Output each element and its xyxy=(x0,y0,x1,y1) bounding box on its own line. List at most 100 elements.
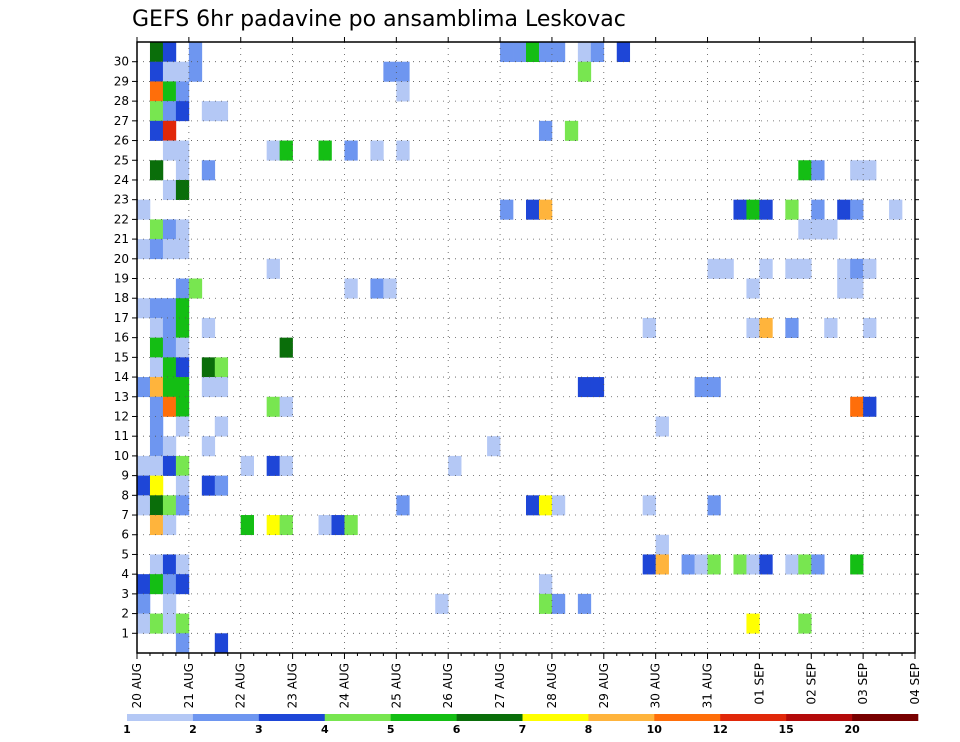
heatmap-cell xyxy=(175,239,190,260)
heatmap-cell xyxy=(149,554,164,575)
heatmap-cell xyxy=(162,396,177,417)
heatmap-cell xyxy=(266,515,280,536)
x-axis-labels: 20 AUG 21 AUG 22 AUG 23 AUG 24 AUG 25 AUG 26 A… xyxy=(130,663,922,708)
heatmap-cell xyxy=(162,515,177,536)
heatmap-cell xyxy=(396,495,410,516)
heatmap-cell xyxy=(175,61,190,82)
heatmap-cell xyxy=(526,495,540,516)
heatmap-cell xyxy=(175,475,190,496)
heatmap-cell xyxy=(279,515,293,536)
legend-swatch xyxy=(456,714,523,721)
heatmap-cell xyxy=(266,140,280,161)
heatmap-cell xyxy=(279,337,293,358)
heatmap-cell xyxy=(850,199,864,220)
heatmap-cell xyxy=(435,593,449,614)
y-tick-label: 18 xyxy=(114,291,129,305)
heatmap-cell xyxy=(175,81,190,102)
y-tick-label: 16 xyxy=(114,331,129,345)
heatmap-cell xyxy=(137,239,151,260)
heatmap-cell xyxy=(655,534,669,555)
heatmap-cell xyxy=(162,554,177,575)
heatmap-cell xyxy=(188,61,203,82)
heatmap-cell xyxy=(577,377,592,398)
heatmap-cell xyxy=(850,396,864,417)
x-tick-label: 20 AUG xyxy=(130,663,144,708)
heatmap-cell xyxy=(694,377,708,398)
y-tick-label: 14 xyxy=(114,370,129,384)
legend-swatch xyxy=(786,714,853,721)
y-tick-label: 5 xyxy=(121,548,129,562)
heatmap-cell xyxy=(162,357,177,378)
heatmap-cell xyxy=(201,317,216,338)
legend-label: 15 xyxy=(779,723,794,736)
heatmap-cell xyxy=(149,61,164,82)
heatmap-cell xyxy=(201,357,216,378)
heatmap-cell xyxy=(162,337,177,358)
heatmap-cell xyxy=(162,179,177,200)
heatmap-cell xyxy=(538,42,553,63)
heatmap-cell xyxy=(149,160,164,181)
heatmap-cell xyxy=(850,554,864,575)
heatmap-cell xyxy=(162,613,177,634)
heatmap-cell xyxy=(266,455,280,476)
heatmap-cell xyxy=(616,42,631,63)
heatmap-cell xyxy=(137,377,151,398)
y-tick-label: 8 xyxy=(121,488,129,502)
heatmap-cell xyxy=(759,258,773,279)
heatmap-cell xyxy=(798,258,812,279)
heatmap-cell xyxy=(538,593,553,614)
heatmap-cell xyxy=(240,515,254,536)
heatmap-cell xyxy=(201,475,216,496)
heatmap-cell xyxy=(162,81,177,102)
legend-label: 2 xyxy=(189,723,197,736)
y-tick-label: 4 xyxy=(121,567,129,581)
heatmap-cell xyxy=(175,574,190,595)
heatmap-cell xyxy=(681,554,695,575)
heatmap-cell xyxy=(824,219,838,240)
x-tick-label: 30 AUG xyxy=(649,663,663,708)
heatmap-cell xyxy=(538,120,553,141)
heatmap-cell xyxy=(811,160,825,181)
heatmap-cell xyxy=(137,298,151,319)
heatmap-cell xyxy=(448,455,462,476)
heatmap-cell xyxy=(137,455,151,476)
heatmap-cell xyxy=(396,61,410,82)
heatmap-cell xyxy=(318,140,332,161)
heatmap-cell xyxy=(175,298,190,319)
heatmap-cell xyxy=(759,199,773,220)
heatmap-cell xyxy=(175,554,190,575)
legend-swatch xyxy=(192,714,260,721)
heatmap-cell xyxy=(162,140,177,161)
heatmap-cell xyxy=(733,199,747,220)
heatmap-cell xyxy=(137,613,151,634)
heatmap-cell xyxy=(642,554,656,575)
heatmap-cell xyxy=(175,416,190,437)
x-tick-label: 24 AUG xyxy=(338,663,352,708)
heatmap-cell xyxy=(149,357,164,378)
heatmap-cell xyxy=(811,219,825,240)
heatmap-cell xyxy=(137,593,151,614)
heatmap-cell xyxy=(500,199,514,220)
heatmap-cell xyxy=(785,317,799,338)
heatmap-cell xyxy=(487,436,501,457)
gridlines xyxy=(137,42,915,653)
heatmap-cell xyxy=(798,160,812,181)
heatmap-cell xyxy=(577,593,592,614)
heatmap-cell xyxy=(137,199,151,220)
heatmap-cell xyxy=(590,377,605,398)
heatmap-cell xyxy=(162,317,177,338)
legend-label: 8 xyxy=(585,723,593,736)
heatmap-cell xyxy=(137,475,151,496)
heatmap-cell xyxy=(201,436,216,457)
x-tick-label: 26 AUG xyxy=(441,663,455,708)
heatmap-cell xyxy=(149,416,164,437)
x-tick-label: 23 AUG xyxy=(286,663,300,708)
heatmap-cell xyxy=(279,455,293,476)
y-tick-label: 25 xyxy=(114,153,129,167)
heatmap-cell xyxy=(175,357,190,378)
heatmap-cell xyxy=(149,455,164,476)
heatmap-cell xyxy=(785,554,799,575)
heatmap-cell xyxy=(383,61,397,82)
heatmap-cell xyxy=(811,554,825,575)
heatmap-cell xyxy=(785,258,799,279)
